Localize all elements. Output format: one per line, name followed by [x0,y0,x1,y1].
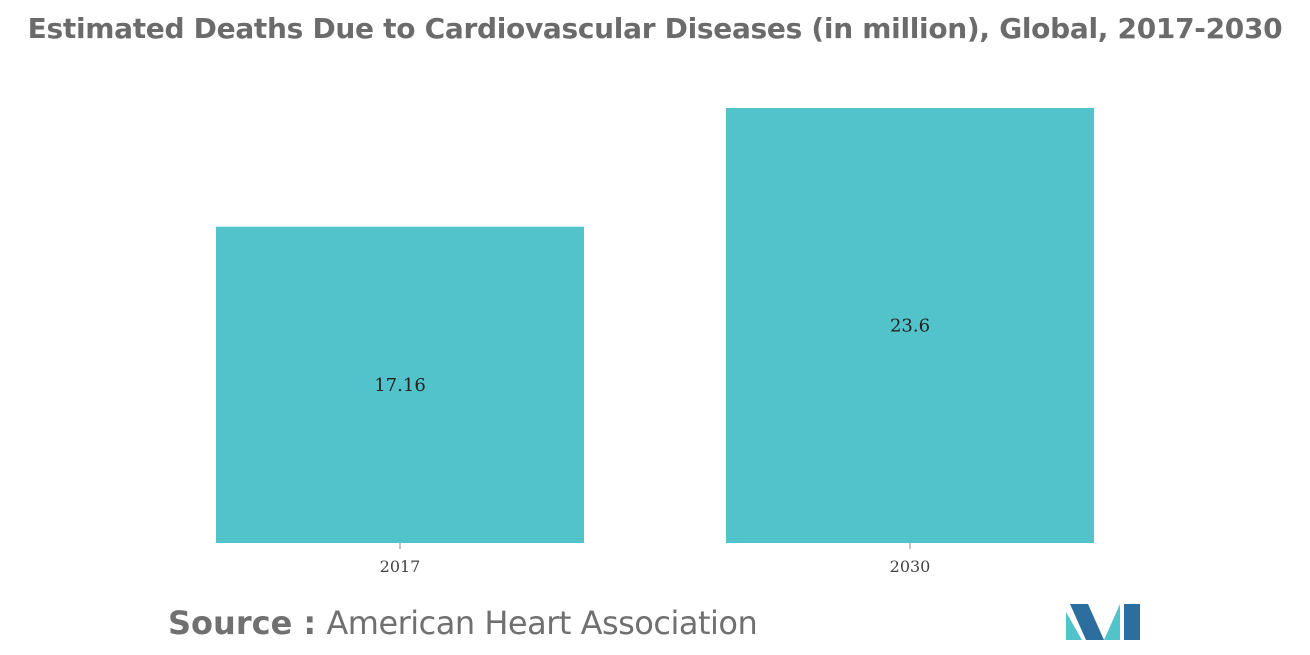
x-tick-label-2017: 2017 [380,557,421,576]
bar-2017 [216,226,584,544]
chart-title: Estimated Deaths Due to Cardiovascular D… [27,12,1283,45]
x-tick-label-2030: 2030 [890,557,931,576]
bar-value-label-2017: 17.16 [374,375,426,396]
bar-2030 [726,108,1094,543]
source-label: Source : [168,604,317,642]
bar-value-label-2030: 23.6 [890,316,930,337]
source-line: Source : American Heart Association [168,604,758,642]
source-value: American Heart Association [326,604,758,642]
mordor-logo-icon [1066,604,1140,640]
